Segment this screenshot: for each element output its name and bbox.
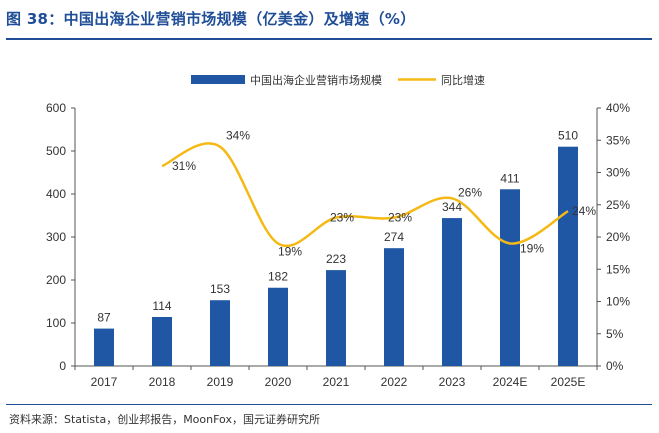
x-tick-label: 2018 [149, 375, 176, 389]
y-right-tick-label: 5% [606, 327, 624, 341]
bar-value-label: 182 [268, 270, 288, 284]
x-tick-label: 2020 [265, 375, 292, 389]
line-value-label: 19% [520, 241, 544, 255]
bar-value-label: 223 [326, 252, 346, 266]
x-tick-label: 2021 [323, 375, 350, 389]
y-right-tick-label: 30% [606, 166, 630, 180]
bar [210, 300, 230, 366]
bar-value-label: 114 [152, 299, 171, 313]
legend-bar-label: 中国出海企业营销市场规模 [250, 73, 382, 87]
source-rule [6, 404, 652, 405]
growth-line [161, 142, 569, 248]
line-value-label: 24% [572, 204, 596, 218]
legend-bar-swatch [191, 75, 245, 84]
bar-value-label: 87 [97, 311, 111, 325]
y-left-tick-label: 100 [46, 316, 66, 330]
bar [268, 287, 288, 366]
x-tick-label: 2025E [551, 375, 586, 389]
x-tick-label: 2024E [493, 375, 528, 389]
line-value-label: 34% [226, 129, 250, 143]
y-left-tick-label: 300 [46, 230, 66, 244]
bar-value-label: 510 [558, 129, 578, 143]
x-tick-label: 2023 [439, 375, 466, 389]
y-left-tick-label: 200 [46, 273, 66, 287]
source-note: 资料来源：Statista，创业邦报告，MoonFox，国元证券研究所 [9, 413, 320, 426]
y-right-tick-label: 35% [606, 133, 630, 147]
bar [384, 248, 404, 366]
bar [94, 328, 114, 366]
bar-value-label: 344 [442, 200, 462, 214]
bar-value-label: 411 [500, 171, 519, 185]
x-tick-label: 2019 [207, 375, 234, 389]
bar [558, 146, 578, 366]
y-right-tick-label: 15% [606, 262, 630, 276]
y-left-tick-label: 600 [46, 101, 66, 115]
x-tick-label: 2017 [91, 375, 118, 389]
bar-value-label: 153 [210, 282, 230, 296]
line-value-label: 23% [330, 211, 354, 225]
bar [442, 218, 462, 366]
bar [500, 189, 520, 366]
line-value-label: 23% [388, 211, 412, 225]
line-value-label: 19% [278, 244, 302, 258]
line-value-label: 31% [172, 159, 196, 173]
y-right-tick-label: 40% [606, 101, 630, 115]
legend-line-label: 同比增速 [441, 73, 485, 87]
line-value-label: 26% [458, 185, 482, 199]
bar [326, 270, 346, 366]
bar [152, 316, 172, 366]
y-left-tick-label: 400 [46, 187, 66, 201]
y-left-tick-label: 500 [46, 144, 66, 158]
chart-title: 图 38：中国出海企业营销市场规模（亿美金）及增速（%） [6, 10, 416, 28]
y-right-tick-label: 0% [606, 359, 624, 373]
y-right-tick-label: 20% [606, 230, 630, 244]
y-right-tick-label: 25% [606, 198, 630, 212]
y-left-tick-label: 0 [59, 359, 66, 373]
title-rule [6, 38, 652, 40]
y-right-tick-label: 10% [606, 295, 630, 309]
x-tick-label: 2022 [381, 375, 408, 389]
bar-value-label: 274 [384, 230, 404, 244]
